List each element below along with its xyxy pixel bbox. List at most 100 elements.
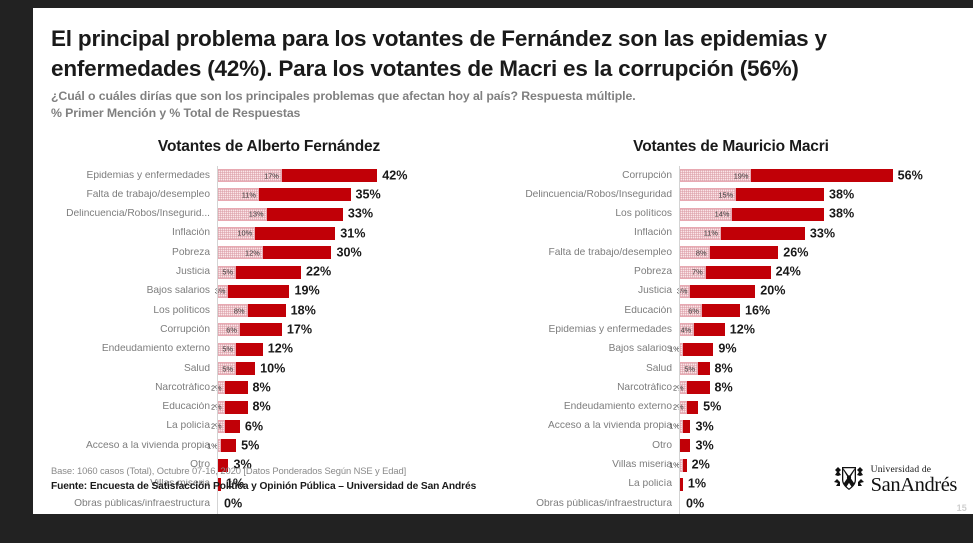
total-value-label: 12%	[267, 342, 293, 357]
category-label: Inflación	[172, 228, 210, 239]
bar-row: Bajos salarios 3% 19%	[43, 282, 495, 301]
category-label: Otro	[190, 460, 210, 470]
bar-segment-total	[701, 304, 741, 318]
stacked-bar: 5%	[217, 342, 263, 356]
first-mention-value: 4%	[680, 325, 692, 335]
bar-track: 0%	[679, 513, 957, 514]
category-label: La policía	[628, 479, 672, 490]
bar-track: 3%	[679, 436, 957, 455]
bar-track: 8% 18%	[217, 301, 495, 320]
category-label: Delincuencia/Robos/Inseguridad	[525, 189, 672, 200]
first-mention-value: 11%	[703, 228, 718, 238]
first-mention-value: 2%	[211, 422, 222, 430]
bar-row: Educación2% 8%	[43, 398, 495, 417]
bar-segment-total	[736, 188, 824, 202]
bar-row: Salud 5% 8%	[505, 359, 957, 378]
bar-row: Bajos salarios 1% 9%	[505, 340, 957, 359]
category-label: Bajos salarios	[608, 344, 672, 355]
metric-subtitle: % Primer Mención y % Total de Respuestas	[51, 106, 301, 121]
bar-segment-first-mention: 5%	[217, 342, 237, 356]
bar-row: La policía 1%	[505, 475, 957, 494]
category-label: Educación	[162, 402, 210, 413]
category-label: Los políticos	[153, 305, 210, 316]
bar-segment-first-mention: 2%	[673, 381, 687, 395]
stacked-bar: 1%	[669, 419, 691, 433]
category-label: Corrupción	[160, 324, 210, 335]
bar-track: 0%	[679, 494, 957, 513]
bar-track: 0%	[217, 513, 495, 514]
category-label: Justicia	[638, 286, 672, 297]
first-mention-value: 5%	[684, 363, 696, 373]
bar-track: 1% 9%	[669, 340, 957, 359]
bar-segment-first-mention: 3%	[215, 284, 229, 298]
stacked-bar: 5%	[217, 362, 256, 376]
first-mention-value: 13%	[248, 209, 264, 219]
category-label: Delincuencia/Robos/Insegurid...	[66, 209, 210, 220]
bar-track: 13% 33%	[217, 205, 495, 224]
stacked-bar: 1%	[207, 439, 237, 453]
shield-crest-icon	[832, 463, 866, 498]
bar-row: Narcotráfico2% 8%	[505, 378, 957, 397]
total-value-label: 10%	[260, 361, 286, 376]
first-mention-value: 6%	[688, 305, 699, 315]
bar-segment-total	[262, 246, 332, 260]
bar-track: 2% 5%	[673, 398, 957, 417]
bar-segment-total	[266, 207, 343, 221]
category-label: Pobreza	[634, 267, 672, 278]
bar-track: 2% 8%	[673, 378, 957, 397]
total-value-label: 24%	[775, 264, 801, 279]
category-label: Villas miseria	[150, 479, 210, 490]
category-label: Salud	[645, 363, 672, 374]
bar-segment-total	[217, 477, 221, 491]
bar-segment-first-mention: 13%	[217, 207, 267, 221]
bar-track: 5% 22%	[217, 262, 495, 281]
university-logo: Universidad de SanAndrés	[832, 463, 957, 498]
total-value-label: 19%	[294, 284, 320, 299]
total-value-label: 17%	[286, 322, 313, 337]
stacked-bar	[679, 439, 691, 453]
chart-title-macri: Votantes de Mauricio Macri	[633, 138, 829, 155]
bar-segment-total	[236, 342, 263, 356]
stacked-bar: 2%	[211, 381, 248, 395]
bar-row: Acceso a la vivienda propia 1% 3%	[505, 417, 957, 436]
stacked-bar: 11%	[217, 188, 351, 202]
bar-segment-total	[698, 362, 710, 376]
logo-line-sanandres: SanAndrés	[870, 473, 958, 496]
total-value-label: 5%	[703, 399, 722, 414]
bar-segment-total	[217, 458, 229, 472]
bar-segment-first-mention: 6%	[217, 323, 240, 337]
total-value-label: 33%	[809, 226, 836, 241]
bar-track: 2% 8%	[211, 378, 495, 397]
stacked-bar: 6%	[679, 304, 741, 318]
bar-segment-first-mention: 6%	[679, 304, 702, 318]
category-label: Villas miseria	[612, 460, 672, 470]
bar-segment-total	[239, 323, 282, 337]
category-label: Epidemias y enfermedades	[86, 170, 210, 181]
bar-row: Obras públicas/infraestructura 0%	[43, 494, 495, 513]
bar-segment-total	[258, 188, 351, 202]
stacked-bar: 2%	[673, 400, 699, 414]
total-value-label: 26%	[783, 245, 809, 260]
category-label: Justicia	[176, 267, 210, 278]
total-value-label: 42%	[382, 168, 408, 183]
first-mention-value: 5%	[222, 363, 234, 373]
category-label: Obras públicas/infraestructura	[74, 498, 210, 509]
total-value-label: 3%	[695, 419, 714, 434]
category-label: Acceso a la vivienda propia	[547, 421, 672, 432]
bar-track: 12% 30%	[217, 243, 495, 262]
total-value-label: 20%	[760, 284, 786, 299]
category-label: Narcotráfico	[617, 382, 672, 393]
logo-line-universidad: Universidad de	[870, 465, 932, 475]
category-label: Endeudamiento externo	[101, 344, 210, 355]
first-mention-value: 2%	[673, 384, 684, 392]
page-number: 15	[956, 503, 967, 513]
total-value-label: 16%	[745, 303, 771, 318]
bar-segment-first-mention: 5%	[679, 362, 699, 376]
category-label: Falta de trabajo/desempleo	[86, 189, 210, 200]
bar-row: Endeudamiento externo 5% 12%	[43, 340, 495, 359]
bar-segment-total	[686, 381, 710, 395]
category-label: Otro	[652, 440, 672, 451]
total-value-label: 35%	[355, 187, 381, 202]
stacked-bar: 4%	[679, 323, 725, 337]
bar-segment-total	[705, 265, 771, 279]
